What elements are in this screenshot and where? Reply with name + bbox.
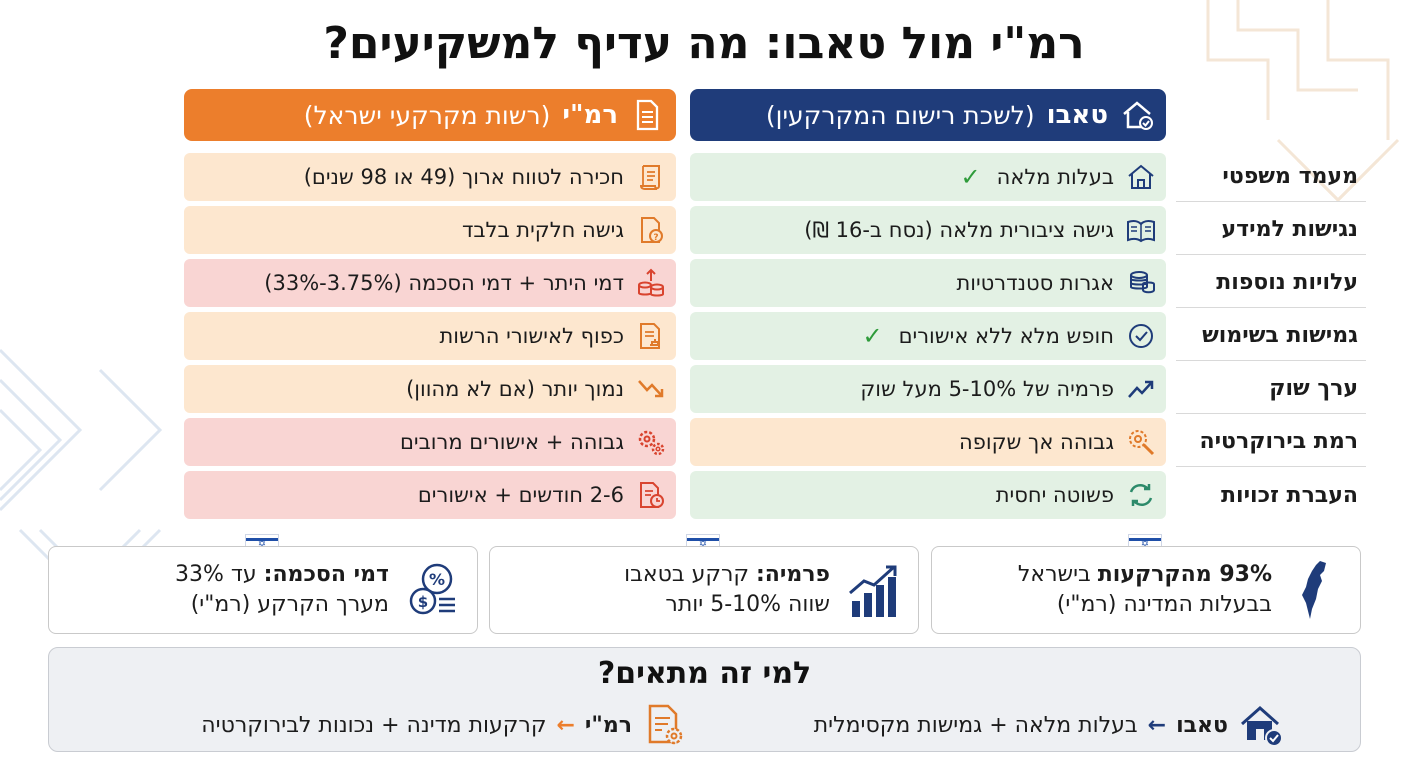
arrow-left-icon: ← — [1147, 712, 1167, 738]
tabu-cell-text: גישה ציבורית מלאה (נסח ב-16 ₪) — [804, 218, 1114, 242]
stat-text: קרקע בטאבו — [624, 562, 756, 587]
tabu-cell: גבוהה אך שקופה — [690, 418, 1166, 466]
coins-arrow-icon — [638, 268, 664, 297]
who-is-it-for-panel: למי זה מתאים? טאבו ← בעלות מלאה + גמישות… — [48, 647, 1361, 752]
row-label: עלויות נוספות — [1176, 258, 1366, 308]
scroll-icon — [639, 165, 660, 190]
rmi-cell: ? גישה חלקית בלבד — [184, 206, 676, 254]
stat-text: עד 33% — [174, 562, 264, 587]
rmi-name: רמ"י — [562, 100, 618, 130]
trend-up-icon — [1128, 380, 1154, 398]
rmi-subtitle: (רשות מקרקעי ישראל) — [303, 100, 551, 130]
rmi-cell: דמי היתר + דמי הסכמה (3.75%-33%) — [184, 259, 676, 307]
who-rmi-text: קרקעות מדינה + נכונות לבירוקרטיה — [201, 712, 547, 738]
tabu-cell-text: פרמיה של 5-10% מעל שוק — [860, 377, 1114, 401]
rmi-cell-text: דמי היתר + דמי הסכמה (3.75%-33%) — [264, 271, 624, 295]
rmi-cell-text: גבוהה + אישורים מרובים — [399, 430, 624, 454]
who-rmi-name: רמ"י — [584, 712, 632, 738]
row-label: נגישות למידע — [1176, 205, 1366, 255]
row-label: ערך שוק — [1176, 364, 1366, 414]
tabu-cell: גישה ציבורית מלאה (נסח ב-16 ₪) — [690, 206, 1166, 254]
svg-text:%: % — [429, 570, 445, 589]
stat-bold: דמי הסכמה: — [263, 562, 389, 587]
row-label: מעמד משפטי — [1176, 152, 1366, 202]
refresh-icon — [1129, 484, 1153, 506]
rmi-cell: גבוהה + אישורים מרובים — [184, 418, 676, 466]
tabu-cell-text: בעלות מלאה — [996, 165, 1114, 189]
stat-text: בישראל — [1017, 562, 1098, 587]
check-icon: ✓ — [960, 163, 981, 191]
rmi-cell: 2-6 חודשים + אישורים — [184, 471, 676, 519]
tabu-cell-text: אגרות סטנדרטיות — [956, 271, 1114, 295]
rmi-cell: נמוך יותר (אם לא מהוון) — [184, 365, 676, 413]
book-icon — [1127, 219, 1155, 243]
house-icon — [1128, 164, 1154, 189]
rmi-cell: כפוף לאישורי הרשות — [184, 312, 676, 360]
rmi-cell-text: גישה חלקית בלבד — [461, 218, 624, 242]
stat-box: % $ דמי הסכמה: עד 33% מערך הקרקע (רמ"י) — [48, 546, 478, 634]
rmi-cell: חכירה לטווח ארוך (49 או 98 שנים) — [184, 153, 676, 201]
tabu-cell: חופש מלא ללא אישורים ✓ — [690, 312, 1166, 360]
stat-line2: שווה 5-10% יותר — [665, 592, 830, 617]
rmi-cell-text: כפוף לאישורי הרשות — [439, 324, 624, 348]
who-tabu-name: טאבו — [1176, 712, 1228, 738]
document-clock-icon — [640, 482, 664, 508]
who-item-tabu: טאבו ← בעלות מלאה + גמישות מקסימלית — [814, 702, 1284, 748]
svg-text:$: $ — [418, 593, 428, 611]
row-label: רמת בירוקרטיה — [1176, 417, 1366, 467]
check-circle-icon — [1129, 324, 1153, 348]
row-label: גמישות בשימוש — [1176, 311, 1366, 361]
tabu-cell-text: גבוהה אך שקופה — [959, 430, 1114, 454]
tabu-cell: בעלות מלאה ✓ — [690, 153, 1166, 201]
coins-icon — [1130, 271, 1155, 294]
stat-line2: מערך הקרקע (רמ"י) — [190, 592, 389, 617]
arrow-left-icon: ← — [556, 712, 575, 738]
house-check-icon — [1241, 705, 1283, 747]
svg-text:?: ? — [653, 233, 658, 243]
stat-line2: בבעלות המדינה (רמ"י) — [1056, 592, 1272, 617]
house-check-icon — [1123, 101, 1153, 130]
gears-icon — [638, 430, 665, 456]
who-item-rmi: רמ"י ← קרקעות מדינה + נכונות לבירוקרטיה — [201, 702, 688, 748]
tabu-subtitle: (לשכת רישום המקרקעין) — [765, 100, 1035, 130]
israel-map-icon — [1302, 561, 1326, 619]
column-header-rmi: רמ"י (רשות מקרקעי ישראל) — [184, 89, 676, 141]
who-tabu-text: בעלות מלאה + גמישות מקסימלית — [813, 712, 1138, 738]
tabu-cell: פרמיה של 5-10% מעל שוק — [690, 365, 1166, 413]
document-stamp-icon — [640, 323, 660, 349]
rmi-cell-text: חכירה לטווח ארוך (49 או 98 שנים) — [303, 165, 624, 189]
bar-chart-up-icon — [849, 565, 897, 617]
gear-search-icon — [1129, 430, 1155, 456]
rmi-cell-text: נמוך יותר (אם לא מהוון) — [406, 377, 624, 401]
stat-box: 93% מהקרקעות בישראל בבעלות המדינה (רמ"י) — [931, 546, 1361, 634]
rmi-cell-text: 2-6 חודשים + אישורים — [417, 483, 624, 507]
column-header-tabu: טאבו (לשכת רישום המקרקעין) — [690, 89, 1166, 141]
stat-bold: פרמיה: — [755, 562, 830, 587]
tabu-cell: פשוטה יחסית — [690, 471, 1166, 519]
document-question-icon: ? — [641, 217, 663, 243]
tabu-cell-text: חופש מלא ללא אישורים — [898, 324, 1114, 348]
money-percent-icon: %$ — [409, 563, 455, 615]
stat-bold: 93% מהקרקעות — [1097, 562, 1272, 587]
tabu-cell-text: פשוטה יחסית — [995, 483, 1114, 507]
document-gear-icon — [648, 704, 683, 745]
trend-down-icon — [638, 380, 664, 398]
tabu-name: טאבו — [1046, 100, 1108, 130]
stat-box: פרמיה: קרקע בטאבו שווה 5-10% יותר — [489, 546, 919, 634]
document-icon — [636, 99, 659, 131]
check-icon: ✓ — [862, 322, 883, 350]
tabu-cell: אגרות סטנדרטיות — [690, 259, 1166, 307]
row-label: העברת זכויות — [1221, 482, 1358, 508]
page-title: רמ"י מול טאבו: מה עדיף למשקיעים? — [323, 18, 1085, 69]
who-title: למי זה מתאים? — [597, 656, 812, 691]
